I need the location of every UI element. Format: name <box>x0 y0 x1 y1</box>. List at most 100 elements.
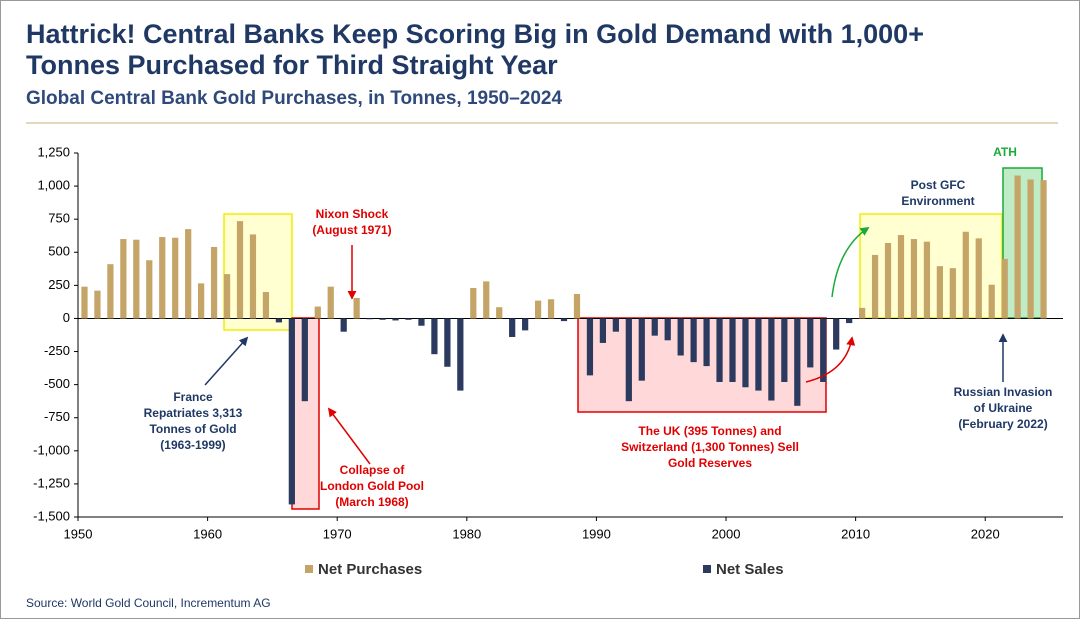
bar <box>249 234 257 319</box>
bar <box>418 318 425 326</box>
bar <box>107 264 114 319</box>
y-tick-label: 250 <box>48 277 70 292</box>
bar <box>586 318 594 376</box>
annotation: Gold Reserves <box>668 456 752 470</box>
x-tick-label: 1960 <box>193 526 222 541</box>
highlight-box <box>1002 167 1043 319</box>
bar <box>949 268 956 319</box>
arrow <box>831 227 870 298</box>
x-tick-label: 2000 <box>712 526 741 541</box>
bar <box>198 283 205 319</box>
highlight-box <box>577 317 827 413</box>
bar <box>677 318 684 356</box>
legend-swatch <box>305 565 313 573</box>
bar <box>210 246 218 319</box>
bar <box>910 239 918 319</box>
y-tick-label: -250 <box>44 343 70 358</box>
annotation: Tonnes of Gold <box>149 422 236 436</box>
bar <box>612 318 619 332</box>
bar <box>742 318 749 388</box>
bar <box>94 290 101 319</box>
bar <box>664 318 671 341</box>
bar <box>962 231 969 319</box>
bar <box>625 318 632 402</box>
bar <box>392 318 399 321</box>
annotation: Repatriates 3,313 <box>144 406 243 420</box>
bar <box>716 318 723 382</box>
bar <box>573 293 581 319</box>
bar <box>884 243 892 319</box>
y-tick-label: -1,500 <box>33 508 70 523</box>
annotation: (1963-1999) <box>160 438 225 452</box>
annotation: of Ukraine <box>974 401 1033 415</box>
bar <box>223 274 231 319</box>
bar <box>1001 258 1008 319</box>
y-tick-label: 0 <box>63 310 70 325</box>
bar <box>768 318 775 401</box>
x-tick-label: 1990 <box>582 526 611 541</box>
bar <box>236 221 244 319</box>
bar <box>353 297 360 319</box>
bar <box>975 238 982 319</box>
bar <box>755 318 762 391</box>
chart-title: Hattrick! Central Banks Keep Scoring Big… <box>26 19 924 49</box>
legend-swatch <box>703 565 711 573</box>
legend-label: Net Sales <box>716 561 784 578</box>
bar <box>871 254 879 319</box>
bar <box>483 281 490 319</box>
bar <box>172 237 179 319</box>
chart-title: Tonnes Purchased for Third Straight Year <box>26 50 558 80</box>
bar <box>897 235 905 319</box>
bar <box>534 300 542 319</box>
bar <box>651 318 658 336</box>
x-tick-label: 1980 <box>452 526 481 541</box>
bar <box>794 318 801 406</box>
bar <box>1040 180 1047 319</box>
annotation: London Gold Pool <box>320 479 424 493</box>
bar <box>988 284 995 319</box>
bar <box>431 318 438 355</box>
annotation: Russian Invasion <box>954 385 1053 399</box>
annotation: Environment <box>901 194 974 208</box>
highlight-box <box>223 213 293 331</box>
bar <box>522 318 529 331</box>
y-tick-label: 1,250 <box>37 144 70 159</box>
y-tick-label: -500 <box>44 376 70 391</box>
bar <box>185 229 192 319</box>
annotation: Nixon Shock <box>316 207 389 221</box>
y-tick-label: 500 <box>48 244 70 259</box>
y-tick-label: 1,000 <box>37 178 70 193</box>
annotation: (March 1968) <box>335 495 408 509</box>
bar <box>729 318 736 382</box>
bar <box>405 318 412 320</box>
x-tick-label: 2010 <box>841 526 870 541</box>
chart-subtitle: Global Central Bank Gold Purchases, in T… <box>26 88 562 109</box>
bar <box>690 318 697 363</box>
y-tick-label: 750 <box>48 211 70 226</box>
bar <box>301 318 308 402</box>
y-tick-label: -1,250 <box>33 475 70 490</box>
bar <box>859 307 866 319</box>
y-tick-label: -750 <box>44 409 70 424</box>
bar <box>444 318 451 367</box>
annotation: (August 1971) <box>312 223 391 237</box>
bar <box>923 241 931 319</box>
bar <box>599 318 607 343</box>
bar <box>314 306 321 319</box>
bar <box>547 299 555 319</box>
bar <box>379 318 386 320</box>
annotation: The UK (395 Tonnes) and <box>638 424 781 438</box>
bar <box>703 318 710 367</box>
bar <box>262 291 270 319</box>
bar <box>1014 175 1021 319</box>
bar <box>120 239 127 319</box>
annotation: (February 2022) <box>958 417 1047 431</box>
arrow <box>327 407 371 465</box>
arrow <box>805 336 856 383</box>
bar <box>833 318 840 350</box>
bar <box>1027 179 1034 319</box>
y-tick-label: -1,000 <box>33 442 70 457</box>
bar <box>936 266 943 319</box>
bar <box>807 318 814 368</box>
annotation: ATH <box>993 145 1017 159</box>
